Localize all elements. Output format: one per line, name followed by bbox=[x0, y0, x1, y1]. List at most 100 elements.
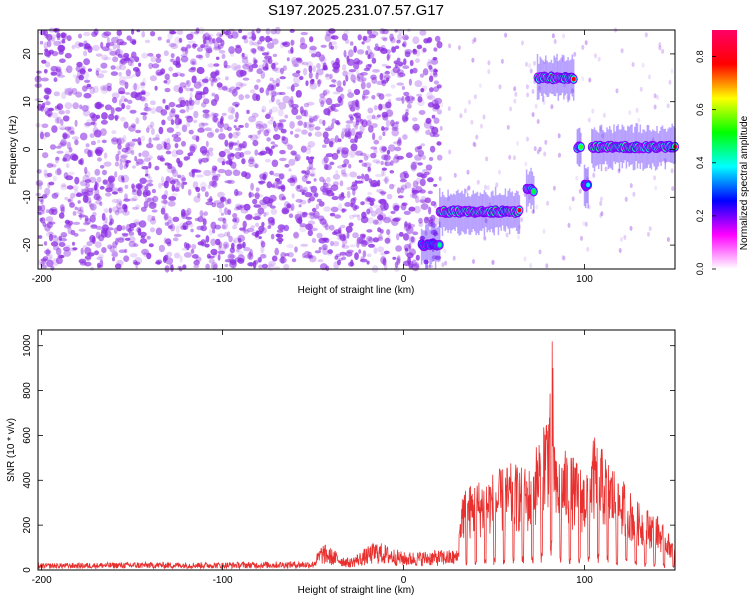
spectrogram-point bbox=[84, 196, 92, 204]
spectrogram-point bbox=[323, 155, 329, 164]
spectrogram-point bbox=[210, 81, 214, 87]
spectrogram-point bbox=[377, 214, 384, 221]
spectrogram-point bbox=[303, 67, 308, 76]
spectrogram-point bbox=[361, 93, 366, 101]
spectrogram-point bbox=[223, 60, 228, 69]
spectrogram-point bbox=[287, 144, 293, 151]
spectrogram-point bbox=[129, 38, 137, 44]
spectrogram-point bbox=[604, 166, 608, 172]
spectrogram-point bbox=[566, 94, 569, 100]
spectrogram-point bbox=[276, 229, 284, 233]
spectrogram-point bbox=[164, 254, 169, 259]
spectrogram-point bbox=[200, 181, 207, 189]
spectrogram-point bbox=[304, 192, 313, 198]
spectrogram-point bbox=[309, 196, 315, 202]
spectrogram-point bbox=[299, 75, 304, 81]
spectrogram-point bbox=[202, 112, 210, 119]
spectrogram-point bbox=[330, 184, 339, 191]
spectrogram-point bbox=[424, 197, 431, 204]
spectrogram-point bbox=[218, 133, 226, 140]
spectrogram-point bbox=[205, 235, 210, 243]
spectrogram-point bbox=[162, 98, 166, 104]
spectrogram-point bbox=[325, 265, 330, 272]
spectrogram-point bbox=[307, 220, 316, 225]
spectrogram-point bbox=[376, 189, 384, 193]
spectrogram-point bbox=[168, 196, 177, 201]
spectrogram-point bbox=[324, 222, 329, 231]
spectrogram-point bbox=[131, 195, 139, 201]
spectrogram-point bbox=[94, 250, 99, 256]
spectrogram-point bbox=[47, 90, 51, 96]
spectrogram-point bbox=[404, 51, 411, 58]
spectrogram-point bbox=[142, 77, 146, 86]
spectrogram-point bbox=[246, 213, 253, 220]
spectrogram-point bbox=[343, 30, 350, 35]
spectrogram-point bbox=[347, 89, 352, 94]
spectrogram-point bbox=[419, 73, 425, 78]
spectrogram-point bbox=[383, 127, 389, 132]
spectrogram-point bbox=[201, 122, 209, 126]
spectrogram-point bbox=[269, 109, 273, 115]
spectrogram-point bbox=[72, 185, 79, 191]
spectrogram-point bbox=[348, 69, 357, 73]
spectrogram-point bbox=[141, 150, 150, 158]
spectrogram-point bbox=[193, 259, 200, 266]
spectrogram-point bbox=[330, 206, 339, 213]
spectrogram-point bbox=[267, 225, 272, 230]
spectrogram-point bbox=[56, 167, 62, 175]
spectrogram-point bbox=[143, 200, 149, 209]
spectrogram-point bbox=[261, 52, 269, 56]
spectrogram-point bbox=[204, 113, 211, 120]
spectrogram-point bbox=[265, 35, 271, 43]
spectrogram-point bbox=[114, 263, 122, 270]
spectrogram-point bbox=[301, 191, 305, 196]
spectrogram-point bbox=[238, 204, 244, 211]
spectrogram-point bbox=[98, 234, 105, 242]
spectrogram-point bbox=[330, 60, 336, 66]
spectrogram-point bbox=[185, 80, 189, 85]
spectrogram-point bbox=[254, 212, 262, 217]
spectrogram-point bbox=[482, 114, 486, 120]
spectrogram-point bbox=[601, 133, 604, 139]
spectrogram-point bbox=[215, 70, 219, 76]
spectrogram-point bbox=[128, 236, 136, 243]
spectrogram-point bbox=[236, 69, 244, 78]
spectrogram-point bbox=[105, 42, 110, 48]
spectrogram-point bbox=[111, 138, 119, 142]
spectrogram-point bbox=[181, 247, 190, 251]
spectrogram-point bbox=[180, 209, 186, 217]
spectrogram-point bbox=[360, 152, 367, 157]
spectrogram-point bbox=[400, 184, 408, 191]
spectrogram-point bbox=[108, 182, 115, 189]
spectrogram-point bbox=[382, 114, 389, 121]
spectrogram-point bbox=[207, 198, 213, 202]
spectrogram-point bbox=[278, 193, 285, 201]
spectrogram-point bbox=[366, 260, 370, 265]
spectrogram-point bbox=[396, 257, 401, 266]
spectrogram-point bbox=[380, 104, 387, 109]
spectrogram-point bbox=[653, 93, 657, 99]
spectrogram-point bbox=[43, 87, 51, 93]
spectrogram-point bbox=[138, 62, 142, 67]
spectrogram-point bbox=[656, 94, 660, 100]
spectrogram-point bbox=[174, 71, 182, 77]
spectrogram-point bbox=[229, 247, 236, 254]
spectrogram-point bbox=[372, 69, 380, 73]
spectrogram-point bbox=[404, 36, 409, 40]
spectrogram-point bbox=[416, 44, 423, 50]
spectrogram-point bbox=[155, 106, 164, 113]
spectrogram-point bbox=[363, 67, 371, 72]
spectrogram-point bbox=[190, 228, 194, 233]
spectrogram-point bbox=[428, 65, 433, 70]
spectrogram-point bbox=[93, 193, 101, 201]
spectrogram-point bbox=[422, 155, 426, 160]
spectrogram-point bbox=[254, 84, 259, 90]
spectrogram-point bbox=[208, 258, 215, 264]
spectrogram-point bbox=[179, 73, 185, 77]
spectrogram-point bbox=[272, 134, 281, 140]
spectrogram-point bbox=[296, 59, 303, 63]
spectrogram-point bbox=[196, 66, 205, 75]
spectrogram-point bbox=[228, 158, 233, 167]
spectrogram-point bbox=[396, 233, 400, 241]
spectrogram-point bbox=[302, 61, 309, 66]
